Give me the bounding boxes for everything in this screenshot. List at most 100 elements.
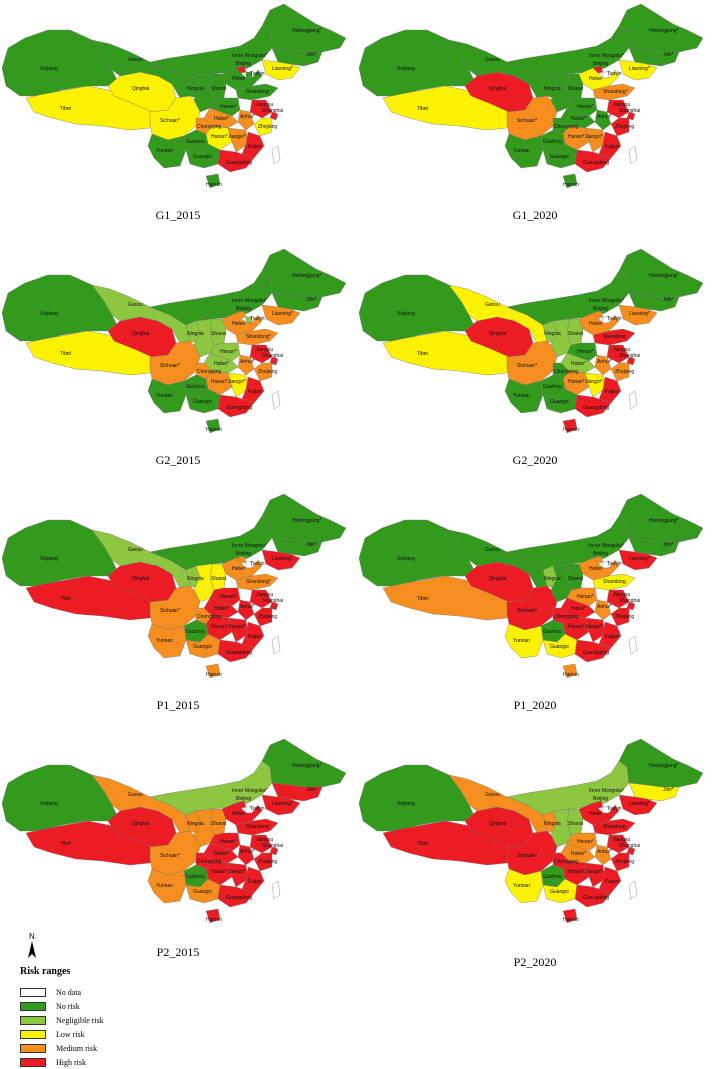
province-shandong	[592, 818, 636, 836]
province-label: Xinjiang	[397, 556, 415, 562]
legend-item: Low risk	[20, 1027, 220, 1041]
province-hebei	[578, 312, 620, 336]
province-label: Tianjin	[250, 316, 265, 322]
province-jiangxi	[584, 372, 606, 398]
china-risk-map: Xinjiang Gansu Qinghai Tibet Ningxia Shanxi He…	[1, 3, 347, 189]
province-guangdong	[217, 639, 255, 663]
province-label: Guizhou	[543, 629, 562, 635]
province-label: Ningxia	[544, 331, 561, 337]
province-label: Tibet	[417, 596, 429, 602]
province-label: Fujian	[248, 634, 262, 640]
province-label: Chongqing	[554, 124, 578, 130]
province-label: Sichuan*	[517, 608, 537, 614]
province-hainan	[205, 663, 221, 679]
province-hebei	[221, 802, 263, 826]
province-taiwan	[628, 390, 638, 410]
province-label: Tibet	[60, 351, 72, 357]
province-jiangsu	[606, 344, 630, 364]
province-label: Guangxi	[550, 644, 569, 650]
province-zhejiang	[253, 607, 273, 627]
province-label: Hainan	[206, 672, 222, 678]
legend-item: No data	[20, 985, 220, 999]
province-label: Xinjiang	[40, 801, 58, 807]
province-liaoning	[618, 794, 658, 816]
province-label: Jilin*	[663, 542, 674, 548]
province-hebei	[221, 557, 263, 581]
province-label: Yunnan	[156, 638, 173, 644]
province-label: Inner Mongolia*	[232, 788, 267, 794]
province-label: Chongqing	[554, 369, 578, 375]
province-yunnan	[504, 868, 544, 904]
province-label: Xinjiang	[397, 801, 415, 807]
province-label: Hubei*	[214, 851, 229, 857]
province-label: Qinghai	[489, 576, 506, 582]
legend-swatch	[20, 987, 46, 997]
province-jiangxi	[584, 617, 606, 643]
province-label: Sichuan*	[160, 853, 180, 859]
province-xinjiang	[1, 764, 119, 832]
province-label: Beijing	[236, 796, 251, 802]
province-label: Qinghai	[489, 821, 506, 827]
province-label: Jilin*	[306, 297, 317, 303]
china-risk-map: Xinjiang Gansu Qinghai Tibet Ningxia Shanxi He…	[1, 493, 347, 679]
province-label: Tibet	[417, 351, 429, 357]
province-label: Henan*	[577, 839, 594, 845]
province-label: Hunan*	[211, 379, 228, 385]
province-label: Shanxi	[211, 86, 226, 92]
legend-item: Negligible risk	[20, 1013, 220, 1027]
province-label: Anhui*	[240, 604, 255, 610]
province-label: Inner Mongolia*	[589, 788, 624, 794]
province-label: Zhejiang	[258, 859, 277, 865]
province-label: Gansu	[128, 57, 143, 63]
province-xinjiang	[1, 274, 119, 342]
province-label: Qinghai	[489, 331, 506, 337]
province-label: Yunnan	[513, 638, 530, 644]
province-anhui	[237, 844, 255, 866]
province-label: Hubei*	[571, 606, 586, 612]
province-guangdong	[217, 149, 255, 173]
province-label: Ningxia	[187, 86, 204, 92]
province-label: Guangxi	[550, 399, 569, 405]
province-label: Gansu	[128, 792, 143, 798]
province-label: Hainan	[563, 427, 579, 433]
province-label: Jiangsu	[256, 837, 273, 843]
province-label: Ningxia	[187, 821, 204, 827]
province-label: Tibet	[60, 596, 72, 602]
province-hainan	[562, 173, 578, 189]
province-label: Hubei*	[571, 116, 586, 122]
province-label: Xinjiang	[397, 66, 415, 72]
province-label: Hainan	[563, 917, 579, 923]
province-label: Hebei	[589, 321, 602, 327]
province-taiwan	[271, 145, 281, 165]
province-label: Hubei*	[571, 361, 586, 367]
china-risk-map: Xinjiang Gansu Qinghai Tibet Ningxia Shanxi He…	[358, 493, 704, 679]
province-jiangxi	[584, 862, 606, 888]
province-label: Sichuan*	[517, 118, 537, 124]
china-risk-map: Xinjiang Gansu Qinghai Tibet Ningxia Shanxi He…	[358, 3, 704, 189]
province-label: Tibet	[417, 841, 429, 847]
province-jiangsu	[249, 99, 273, 119]
province-label: Jiangxi*	[228, 869, 246, 875]
map-panel-p1_2020: Xinjiang Gansu Qinghai Tibet Ningxia Shanxi He…	[357, 490, 713, 755]
province-label: Guangdong	[226, 160, 252, 166]
province-jiangsu	[606, 99, 630, 119]
province-label: Guangdong	[583, 895, 609, 901]
province-hebei	[578, 557, 620, 581]
province-label: Tianjin	[250, 71, 265, 77]
province-label: Tianjin	[607, 71, 622, 77]
province-xinjiang	[358, 274, 476, 342]
province-label: Sichuan*	[517, 853, 537, 859]
province-yunnan	[147, 623, 187, 659]
province-label: Guangdong	[226, 895, 252, 901]
province-label: Shanghai	[619, 598, 640, 604]
province-label: Anhui*	[597, 114, 612, 120]
province-label: Yunnan	[156, 883, 173, 889]
china-risk-map: Xinjiang Gansu Qinghai Tibet Ningxia Shanxi He…	[358, 248, 704, 434]
province-label: Beijing	[593, 306, 608, 312]
map-panel-g1_2015: Xinjiang Gansu Qinghai Tibet Ningxia Shanxi He…	[0, 0, 356, 265]
province-label: Chongqing	[554, 859, 578, 865]
province-zhejiang	[610, 117, 630, 137]
legend-swatch	[20, 1015, 46, 1025]
province-xinjiang	[1, 29, 119, 97]
province-label: Sichuan*	[160, 118, 180, 124]
